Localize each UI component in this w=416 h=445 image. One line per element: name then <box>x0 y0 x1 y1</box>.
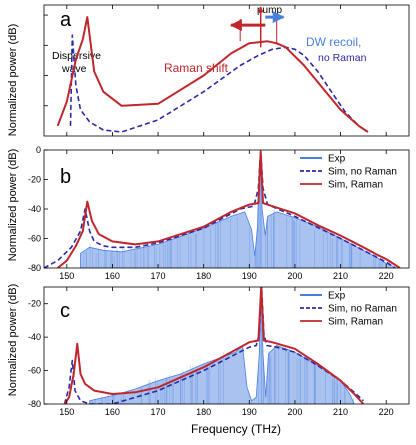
no-raman-label: no Raman <box>318 52 367 64</box>
x-tick-label: 150 <box>59 407 74 417</box>
panel-c: Normalized power (dB) c 150 160 170 180 190 2… <box>7 284 409 417</box>
y-tick-label: -80 <box>28 263 41 273</box>
legend-label: Exp <box>328 154 346 165</box>
x-axis-label: Frequency (THz) <box>191 422 281 436</box>
x-tick-label: 190 <box>242 407 257 417</box>
panel-b: Normalized power (dB) b 150 160 170 180 190 2… <box>7 145 409 281</box>
panel-c-letter: c <box>60 300 70 322</box>
y-tick-label: -60 <box>28 234 41 244</box>
x-tick-label: 200 <box>287 407 302 417</box>
x-tick-label: 180 <box>196 407 211 417</box>
panel-a-ylabel: Normalized power (dB) <box>7 24 19 136</box>
x-tick-label: 220 <box>379 407 394 417</box>
y-tick-label: -80 <box>28 399 41 409</box>
legend-label: Exp <box>328 291 346 302</box>
panel-b-ylabel: Normalized power (dB) <box>7 149 19 261</box>
y-tick-label: -40 <box>28 204 41 214</box>
x-tick-label: 210 <box>333 407 348 417</box>
y-tick-label: -60 <box>28 366 41 376</box>
x-tick-label: 220 <box>379 271 394 281</box>
legend-label: Sim, no Raman <box>328 304 397 315</box>
x-tick-label: 210 <box>333 271 348 281</box>
x-tick-label: 190 <box>242 271 257 281</box>
x-tick-label: 170 <box>151 407 166 417</box>
panel-b-letter: b <box>60 166 71 188</box>
y-tick-label: 0 <box>36 145 41 155</box>
dw-recoil-label: DW recoil, <box>306 35 361 49</box>
x-tick-label: 170 <box>151 271 166 281</box>
legend-label: Sim, Raman <box>328 317 383 328</box>
x-tick-label: 180 <box>196 271 211 281</box>
y-tick-label: -40 <box>28 332 41 342</box>
y-tick-label: -20 <box>28 175 41 185</box>
x-tick-label: 150 <box>59 271 74 281</box>
panel-c-ylabel: Normalized power (dB) <box>7 284 19 396</box>
sim-no-raman-curve-a <box>71 35 368 132</box>
plot-area-c <box>65 287 364 404</box>
x-tick-label: 160 <box>105 407 120 417</box>
x-tick-label: 160 <box>105 271 120 281</box>
panel-a-letter: a <box>60 9 72 31</box>
legend-label: Sim, no Raman <box>328 167 397 178</box>
legend-label: Sim, Raman <box>328 180 383 191</box>
panel-a: Normalized power (dB) a Dispersive wave … <box>7 5 409 136</box>
y-tick-label: -20 <box>28 299 41 309</box>
x-tick-label: 200 <box>287 271 302 281</box>
